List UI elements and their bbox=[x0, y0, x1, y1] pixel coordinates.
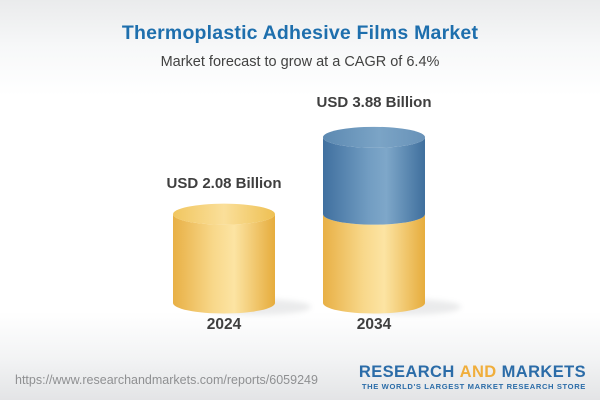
logo-word-markets: MARKETS bbox=[501, 362, 586, 381]
research-and-markets-logo: RESEARCH AND MARKETS THE WORLD'S LARGEST… bbox=[359, 363, 586, 391]
logo-word-and: AND bbox=[459, 362, 497, 381]
year-label-2034: 2034 bbox=[356, 316, 392, 333]
chart-title: Thermoplastic Adhesive Films Market bbox=[121, 22, 479, 44]
cylinder-segment-blue bbox=[323, 137, 425, 225]
cylinder-top bbox=[173, 203, 275, 225]
value-label-2024: USD 2.08 Billion bbox=[166, 175, 282, 192]
cylinder-segment-yellow bbox=[173, 214, 275, 314]
year-label-2024: 2024 bbox=[206, 316, 242, 333]
cylinder-segment-yellow bbox=[323, 214, 425, 314]
logo-wordmark: RESEARCH AND MARKETS bbox=[359, 363, 586, 381]
cylinder-top bbox=[323, 126, 425, 148]
logo-word-research: RESEARCH bbox=[358, 362, 455, 381]
logo-tagline: THE WORLD'S LARGEST MARKET RESEARCH STOR… bbox=[361, 381, 586, 391]
value-label-2034: USD 3.88 Billion bbox=[316, 94, 432, 111]
report-url: https://www.researchandmarkets.com/repor… bbox=[15, 373, 318, 387]
chart-subtitle: Market forecast to grow at a CAGR of 6.4… bbox=[160, 54, 440, 70]
